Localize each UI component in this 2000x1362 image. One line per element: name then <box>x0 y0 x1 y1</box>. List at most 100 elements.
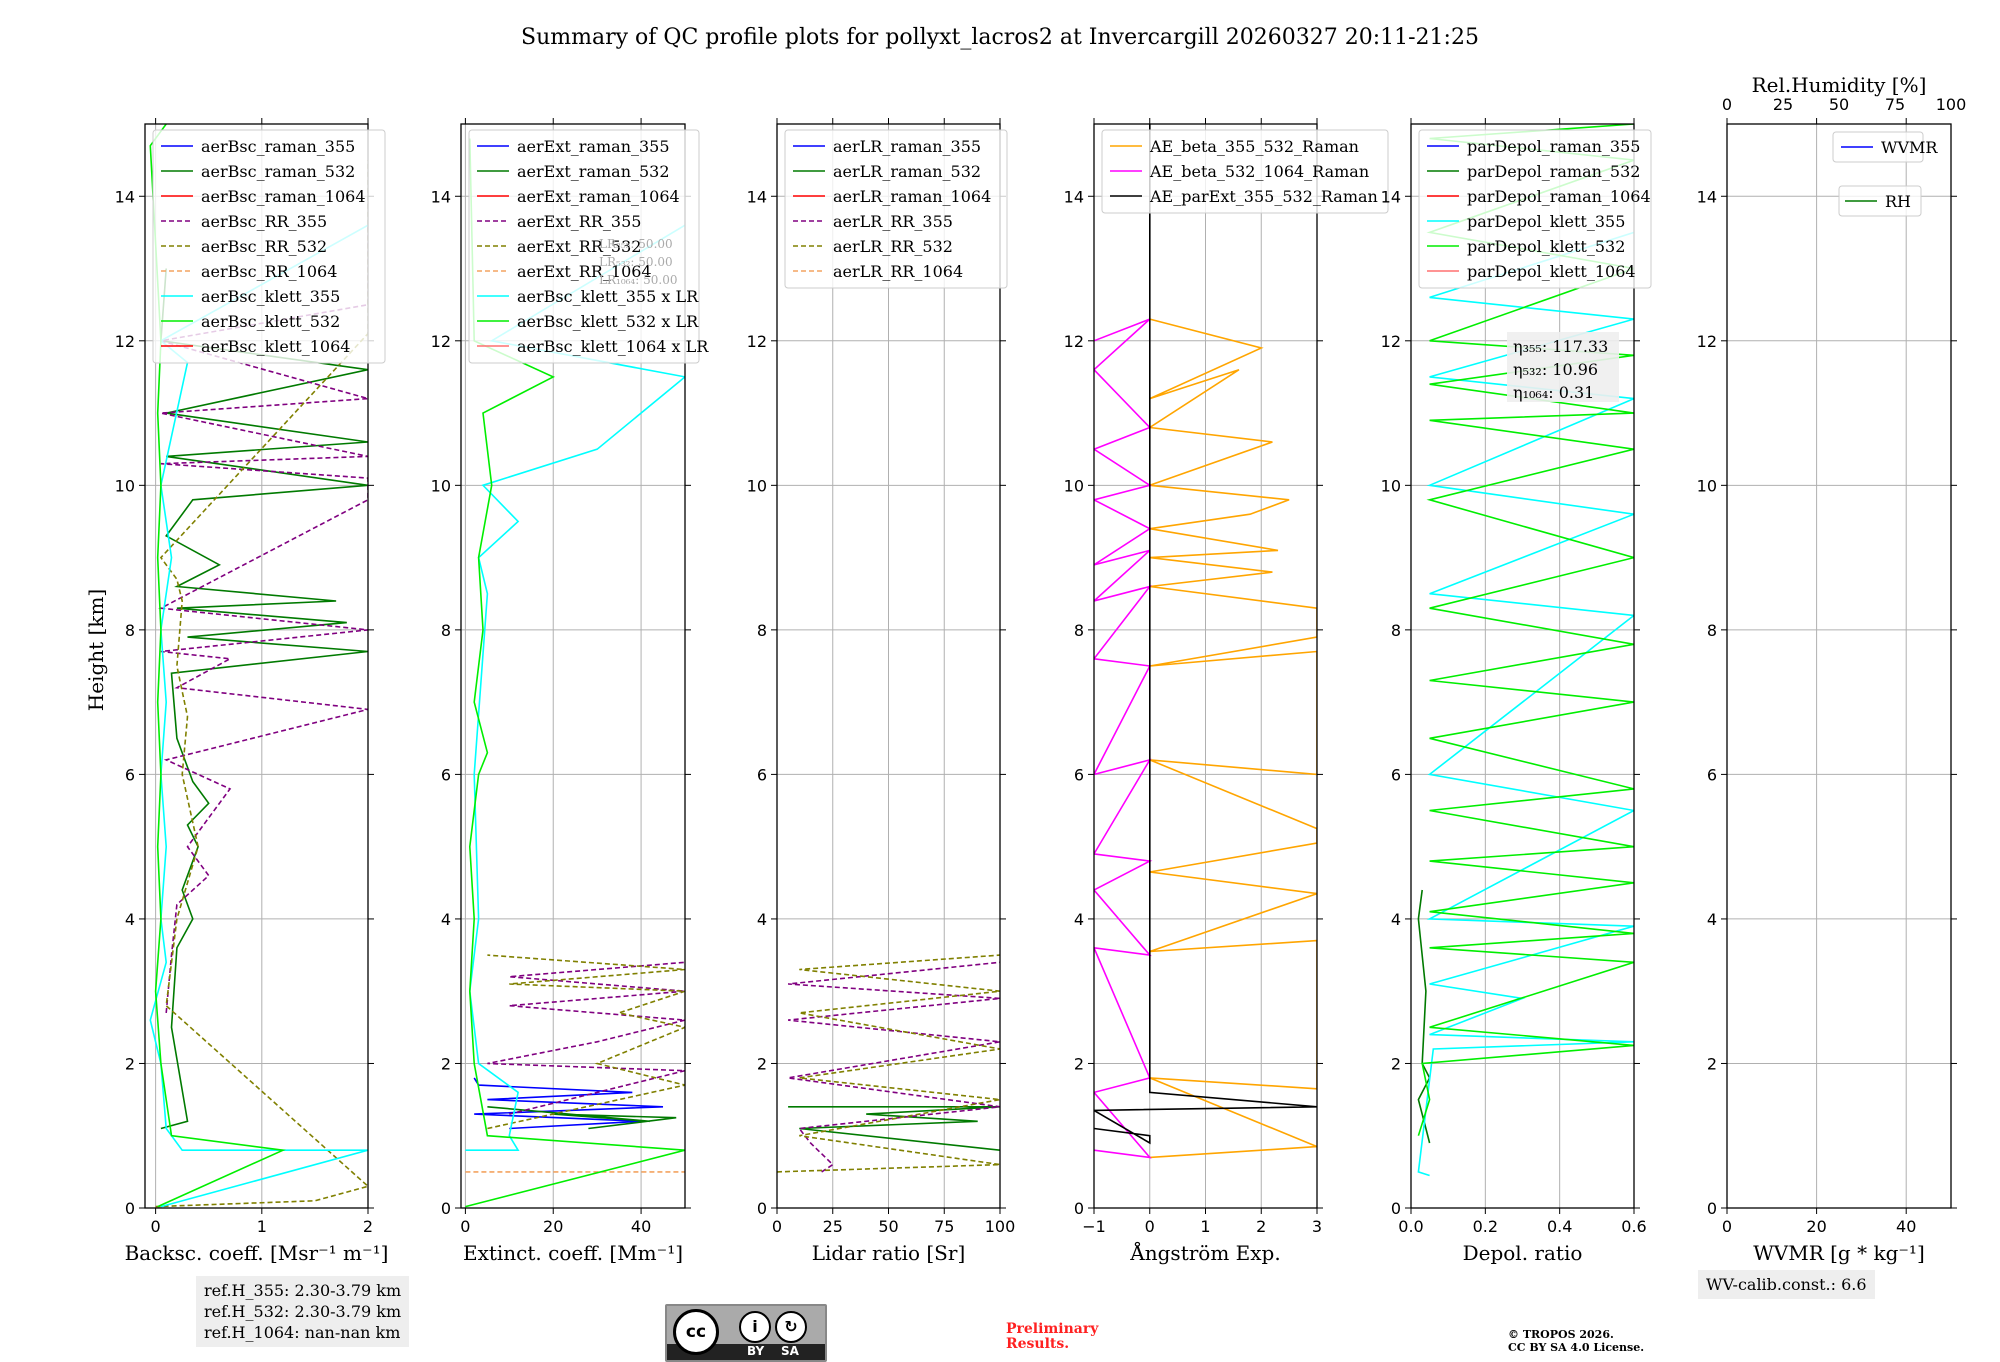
y-tick-label: 4 <box>1391 910 1401 929</box>
series-line-aerBsc_klett_355 x LR <box>465 224 685 1151</box>
reference-height-box: ref.H_355: 2.30-3.79 km ref.H_532: 2.30-… <box>196 1276 410 1347</box>
y-tick-label: 12 <box>1697 332 1717 351</box>
legend-ext: aerExt_raman_355 aerExt_raman_532 aerExt_r… <box>468 129 709 364</box>
ref-height-355: ref.H_355: 2.30-3.79 km <box>204 1281 402 1300</box>
series-line-aerLR_raman_532 <box>788 1106 1000 1151</box>
legend-ae: AE_beta_355_532_Raman AE_beta_532_1064_Ra… <box>1101 129 1389 214</box>
x-tick-label: 0.2 <box>1473 1217 1498 1236</box>
legend-bsc: aerBsc_raman_355 aerBsc_raman_532 aerBsc_r… <box>152 129 386 364</box>
x-axis-label-ae: Ångström Exp. <box>1129 1240 1280 1265</box>
y-tick-label: 8 <box>757 621 767 640</box>
y-tick-label: 6 <box>1707 765 1717 784</box>
legend-label: aerExt_RR_1064 <box>517 262 652 281</box>
lr-label: LR₁₀₆₄: 50.00 <box>599 273 677 287</box>
legend-label: parDepol_klett_355 <box>1467 212 1625 231</box>
series-line-aerBsc_raman_532 <box>160 268 368 1130</box>
by-label: BY <box>747 1344 765 1358</box>
y-tick-label: 2 <box>757 1054 767 1073</box>
y-axis-label: Height [km] <box>84 589 108 711</box>
x-tick-label: 1 <box>1200 1217 1210 1236</box>
legend-box <box>784 129 1008 289</box>
preliminary-notice: Preliminary Results. <box>1006 1322 1098 1352</box>
legend-label: aerBsc_RR_532 <box>201 237 327 256</box>
legend-box <box>1832 131 1924 163</box>
y-tick-label: 2 <box>125 1054 135 1073</box>
legend-label: aerBsc_raman_355 <box>201 137 355 156</box>
legend-label: aerBsc_klett_532 x LR <box>517 312 699 331</box>
series-line-aerBsc_RR_355 <box>158 225 368 1013</box>
ref-height-1064: ref.H_1064: nan-nan km <box>204 1323 401 1342</box>
x-tick-label: 25 <box>823 1217 843 1236</box>
legend-label: aerBsc_klett_355 x LR <box>517 287 699 306</box>
bsc-series <box>149 124 368 1208</box>
legend-box <box>1418 129 1652 289</box>
eta-label: η₅₃₂: 10.96 <box>1513 360 1598 379</box>
y-tick-label: 0 <box>1074 1199 1084 1218</box>
x-tick-label: −1 <box>1082 1217 1106 1236</box>
legend-depol: parDepol_raman_355 parDepol_raman_532 parD… <box>1418 129 1652 289</box>
y-tick-label: 12 <box>1064 332 1084 351</box>
series-line-aerExt_RR_532 <box>487 954 685 1130</box>
y-tick-label: 4 <box>1707 910 1717 929</box>
y-tick-label: 14 <box>747 187 767 206</box>
panel-ext: 0 20 40 0 2 4 6 8 10 12 14 Extinct. coeff. [Mm⁻¹] ae… <box>431 118 709 1265</box>
lr-label: LR₃₅₅: 50.00 <box>599 237 673 251</box>
y-tick-label: 6 <box>125 765 135 784</box>
x-tick-label: 0.0 <box>1398 1217 1423 1236</box>
y-tick-label: 4 <box>1074 910 1084 929</box>
legend-label: parDepol_klett_532 <box>1467 237 1625 256</box>
legend-label: aerExt_RR_355 <box>517 212 641 231</box>
top-x-axis-label: Rel.Humidity [%] <box>1752 73 1927 97</box>
series-line-aerLR_RR_532 <box>777 954 1000 1173</box>
x-tick-label: 100 <box>985 1217 1016 1236</box>
y-tick-label: 4 <box>441 910 451 929</box>
top-x-tick-label: 25 <box>1773 95 1793 114</box>
y-tick-label: 2 <box>1391 1054 1401 1073</box>
y-tick-label: 0 <box>125 1199 135 1218</box>
legend-label: aerLR_raman_532 <box>833 162 981 181</box>
legend-wv: WVMR RH <box>1832 131 1938 217</box>
y-tick-label: 0 <box>1391 1199 1401 1218</box>
x-axis-label-wv: WVMR [g * kg⁻¹] <box>1753 1241 1925 1265</box>
legend-label: parDepol_klett_1064 <box>1467 262 1636 281</box>
legend-box <box>1838 185 1922 217</box>
cc-icon: cc <box>673 1309 719 1355</box>
eta-box <box>1507 332 1619 402</box>
legend-label: parDepol_raman_355 <box>1467 137 1640 156</box>
y-tick-label: 8 <box>1074 621 1084 640</box>
legend-label: aerLR_raman_1064 <box>833 187 991 206</box>
cc-license-badge: cc i ↻ BY SA <box>665 1304 827 1362</box>
x-tick-label: 50 <box>878 1217 898 1236</box>
preliminary-line-2: Results. <box>1006 1336 1070 1352</box>
y-tick-label: 14 <box>1697 187 1717 206</box>
legend-label: aerExt_raman_355 <box>517 137 670 156</box>
eta-label: η₁₀₆₄: 0.31 <box>1513 383 1594 402</box>
x-axis-label-bsc: Backsc. coeff. [Msr⁻¹ m⁻¹] <box>125 1241 389 1265</box>
legend-label: aerLR_RR_355 <box>833 212 953 231</box>
legend-label: aerExt_RR_532 <box>517 237 641 256</box>
preliminary-line-1: Preliminary <box>1006 1321 1099 1337</box>
legend-label: aerBsc_klett_1064 x LR <box>517 337 709 356</box>
legend-label: aerLR_RR_532 <box>833 237 953 256</box>
x-tick-label: 20 <box>543 1217 563 1236</box>
legend-label: AE_beta_355_532_Raman <box>1149 137 1359 156</box>
legend-label: aerBsc_klett_532 <box>201 312 340 331</box>
x-tick-label: 75 <box>934 1217 954 1236</box>
axes-frame <box>1726 123 1952 1209</box>
top-x-tick-label: 75 <box>1885 95 1905 114</box>
y-tick-label: 6 <box>1074 765 1084 784</box>
axes-frame <box>144 123 369 1209</box>
legend-label: aerBsc_klett_355 <box>201 287 340 306</box>
x-axis-label-depol: Depol. ratio <box>1463 1241 1583 1265</box>
legend-label: aerBsc_RR_355 <box>201 212 327 231</box>
y-tick-label: 6 <box>757 765 767 784</box>
y-tick-label: 6 <box>441 765 451 784</box>
y-tick-label: 4 <box>125 910 135 929</box>
x-tick-label: 2 <box>363 1217 373 1236</box>
copyright-line-1: © TROPOS 2026. <box>1508 1328 1614 1341</box>
lr-series <box>777 954 1000 1173</box>
y-tick-label: 12 <box>431 332 451 351</box>
x-tick-label: 0.4 <box>1547 1217 1572 1236</box>
series-line-aerExt_raman_355 <box>473 1077 664 1130</box>
x-tick-label: 40 <box>1896 1217 1916 1236</box>
